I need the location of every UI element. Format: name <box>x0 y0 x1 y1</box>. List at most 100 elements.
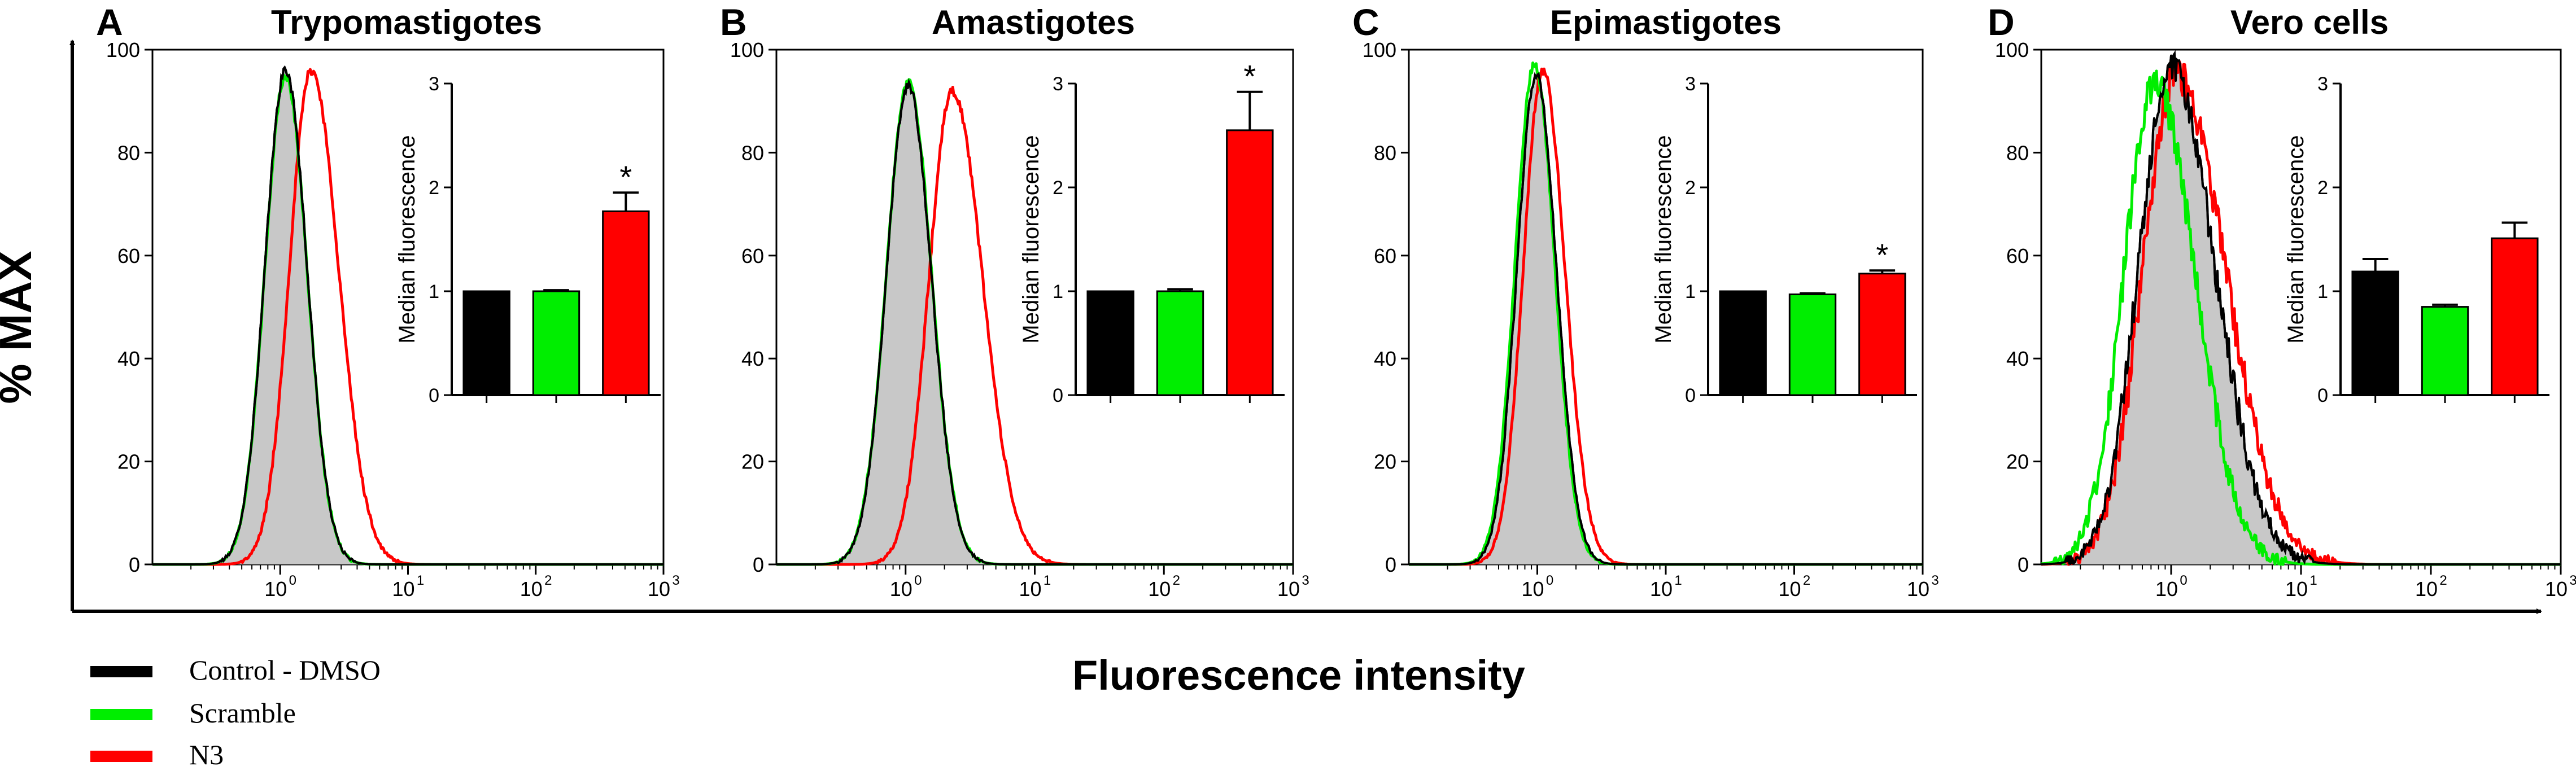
inset-significance: * <box>619 159 632 195</box>
figure-ylabel: % MAX <box>0 251 41 404</box>
x-tick-label: 10 <box>1277 577 1300 601</box>
x-tick-exponent: 1 <box>1044 573 1051 588</box>
x-tick-label: 10 <box>648 577 670 601</box>
y-tick-label: 60 <box>117 244 140 268</box>
x-tick-label: 10 <box>392 577 414 601</box>
x-tick-exponent: 0 <box>1546 573 1553 588</box>
panel-letter: D <box>1988 1 2015 43</box>
inset-y-tick-label: 3 <box>1053 73 1063 95</box>
inset-y-tick-label: 3 <box>1685 73 1696 95</box>
y-tick-label: 80 <box>1374 141 1396 164</box>
control-fill <box>152 67 663 564</box>
inset-y-tick-label: 2 <box>1685 177 1696 199</box>
panel-letter: C <box>1352 1 1379 43</box>
x-tick-label: 10 <box>520 577 543 601</box>
inset-bar-chart: 0 1 2 3 Median fluorescence * <box>1651 73 1917 406</box>
panel-letter: B <box>720 1 747 43</box>
legend: Control - DMSO Scramble N3 <box>90 654 381 770</box>
y-tick-label: 20 <box>117 450 140 474</box>
legend-label-scramble: Scramble <box>189 697 296 729</box>
inset-bar-chart: 0 1 2 3 Median fluorescence * <box>1019 59 1285 406</box>
x-tick-exponent: 2 <box>1803 573 1810 588</box>
panel-title: Amastigotes <box>932 3 1135 41</box>
inset-ylabel: Median fluorescence <box>1019 135 1044 343</box>
histogram-control-outline <box>776 78 1293 566</box>
histogram-control-outline <box>1409 72 1923 566</box>
y-tick-label: 100 <box>730 38 764 62</box>
x-tick-label: 10 <box>2415 577 2438 601</box>
control-fill <box>776 82 1293 565</box>
legend-label-control: Control - DMSO <box>189 654 381 686</box>
control-fill <box>1409 74 1923 565</box>
x-tick-label: 10 <box>890 577 912 601</box>
x-tick-exponent: 3 <box>2569 573 2576 588</box>
y-tick-label: 40 <box>117 347 140 370</box>
x-tick-label: 10 <box>1148 577 1171 601</box>
x-tick-exponent: 1 <box>1674 573 1682 588</box>
y-tick-label: 20 <box>1374 450 1396 474</box>
panel-title: Epimastigotes <box>1550 3 1782 41</box>
legend-swatch-scramble <box>90 709 152 720</box>
histogram-control-outline <box>2041 50 2561 566</box>
y-tick-label: 100 <box>106 38 140 62</box>
control-fill <box>2041 54 2561 564</box>
x-tick-exponent: 3 <box>672 573 679 588</box>
y-tick-label: 100 <box>1363 38 1396 62</box>
inset-y-tick-label: 2 <box>2317 177 2328 199</box>
inset-bar <box>1086 290 1134 396</box>
y-tick-label: 80 <box>2006 141 2029 164</box>
y-tick-label: 0 <box>753 553 764 576</box>
inset-bar <box>2491 237 2539 396</box>
x-tick-label: 10 <box>1521 577 1544 601</box>
x-tick-exponent: 1 <box>2309 573 2317 588</box>
legend-label-n3: N3 <box>189 739 224 770</box>
y-tick-label: 0 <box>2018 553 2029 576</box>
x-tick-exponent: 0 <box>289 573 296 588</box>
x-tick-exponent: 3 <box>1931 573 1938 588</box>
x-tick-exponent: 2 <box>544 573 552 588</box>
inset-bar <box>602 210 650 396</box>
x-tick-exponent: 1 <box>417 573 424 588</box>
inset-bar-chart: 0 1 2 3 Median fluorescence * <box>395 73 661 406</box>
y-tick-label: 20 <box>741 450 764 474</box>
inset-y-tick-label: 0 <box>2317 385 2328 406</box>
inset-y-tick-label: 1 <box>1053 281 1063 303</box>
inset-bar <box>2351 270 2399 396</box>
y-tick-label: 0 <box>129 553 140 576</box>
inset-ylabel: Median fluorescence <box>395 135 420 343</box>
y-tick-label: 40 <box>2006 347 2029 370</box>
inset-y-tick-label: 1 <box>1685 281 1696 303</box>
figure-xlabel: Fluorescence intensity <box>1072 652 1525 699</box>
inset-bar <box>462 290 510 396</box>
inset-y-tick-label: 3 <box>429 73 439 95</box>
legend-item: Scramble <box>90 697 296 729</box>
histogram-control-outline <box>152 65 663 566</box>
y-tick-label: 40 <box>741 347 764 370</box>
legend-swatch-n3 <box>90 751 152 762</box>
legend-swatch-control <box>90 666 152 677</box>
panel-letter: A <box>96 1 123 43</box>
inset-y-tick-label: 1 <box>2317 281 2328 303</box>
inset-y-tick-label: 0 <box>429 385 439 406</box>
panel-title: Trypomastigotes <box>271 3 542 41</box>
x-tick-label: 10 <box>1778 577 1801 601</box>
inset-bar <box>1156 290 1204 396</box>
x-tick-exponent: 3 <box>1302 573 1309 588</box>
inset-y-tick-label: 2 <box>1053 177 1063 199</box>
x-tick-exponent: 0 <box>2180 573 2187 588</box>
y-tick-label: 80 <box>741 141 764 164</box>
y-tick-label: 100 <box>1995 38 2029 62</box>
inset-y-tick-label: 3 <box>2317 73 2328 95</box>
legend-item: N3 <box>90 739 224 770</box>
x-tick-label: 10 <box>264 577 287 601</box>
inset-bar <box>532 290 580 396</box>
x-tick-label: 10 <box>1650 577 1673 601</box>
panel-title: Vero cells <box>2230 3 2389 41</box>
x-tick-exponent: 2 <box>2439 573 2447 588</box>
inset-significance: * <box>1243 59 1256 94</box>
